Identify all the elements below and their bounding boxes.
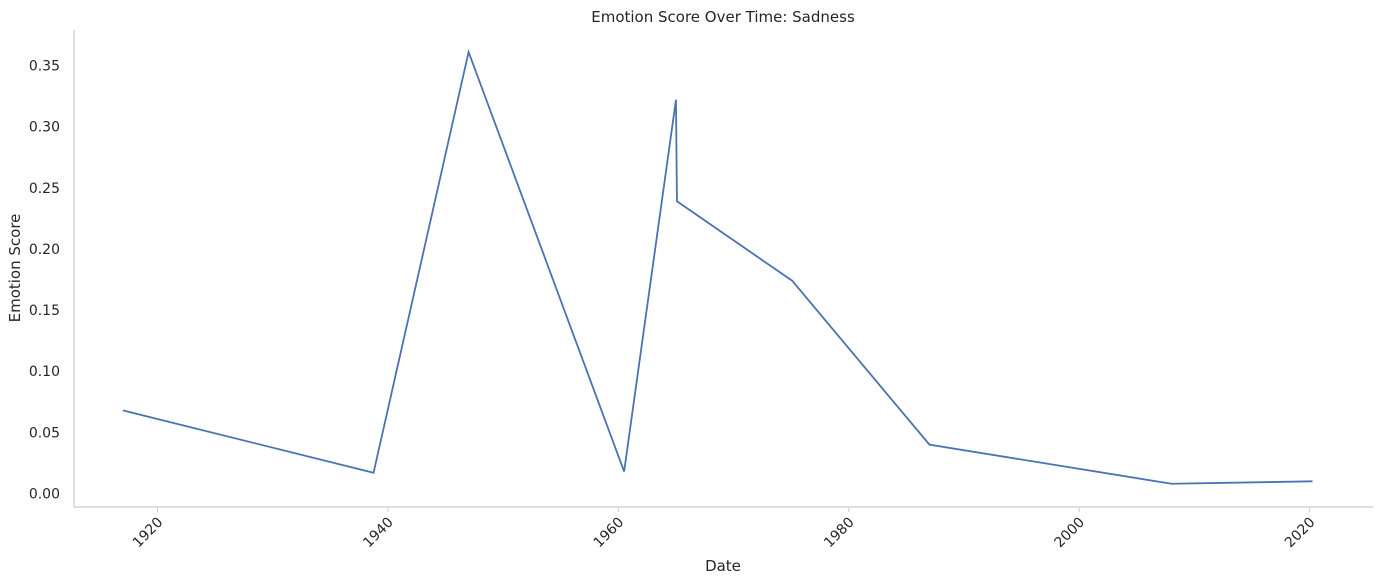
x-tick-label: 1940	[360, 515, 397, 552]
y-tick-label: 0.00	[29, 487, 60, 503]
x-axis-title: Date	[705, 557, 741, 575]
x-tick-label: 2000	[1052, 515, 1089, 552]
x-tick-label: 1920	[130, 515, 167, 552]
x-tick-label: 1960	[591, 515, 628, 552]
y-tick-label: 0.10	[29, 364, 60, 380]
chart-title: Emotion Score Over Time: Sadness	[591, 8, 855, 26]
y-axis-ticks: 0.00 0.05 0.10 0.15 0.20 0.25 0.30 0.35	[29, 58, 60, 502]
y-axis-title: Emotion Score	[6, 214, 24, 323]
y-tick-label: 0.25	[29, 181, 60, 197]
x-axis-ticks: 1920 1940 1960 1980 2000 2020	[130, 507, 1319, 552]
y-tick-label: 0.05	[29, 425, 60, 441]
y-tick-label: 0.30	[29, 120, 60, 136]
y-tick-label: 0.35	[29, 58, 60, 74]
x-tick-label: 1980	[821, 515, 858, 552]
y-tick-label: 0.15	[29, 303, 60, 319]
y-tick-label: 0.20	[29, 242, 60, 258]
x-tick-label: 2020	[1282, 515, 1319, 552]
series-layer	[122, 48, 1313, 485]
series-line-0	[122, 48, 1313, 485]
